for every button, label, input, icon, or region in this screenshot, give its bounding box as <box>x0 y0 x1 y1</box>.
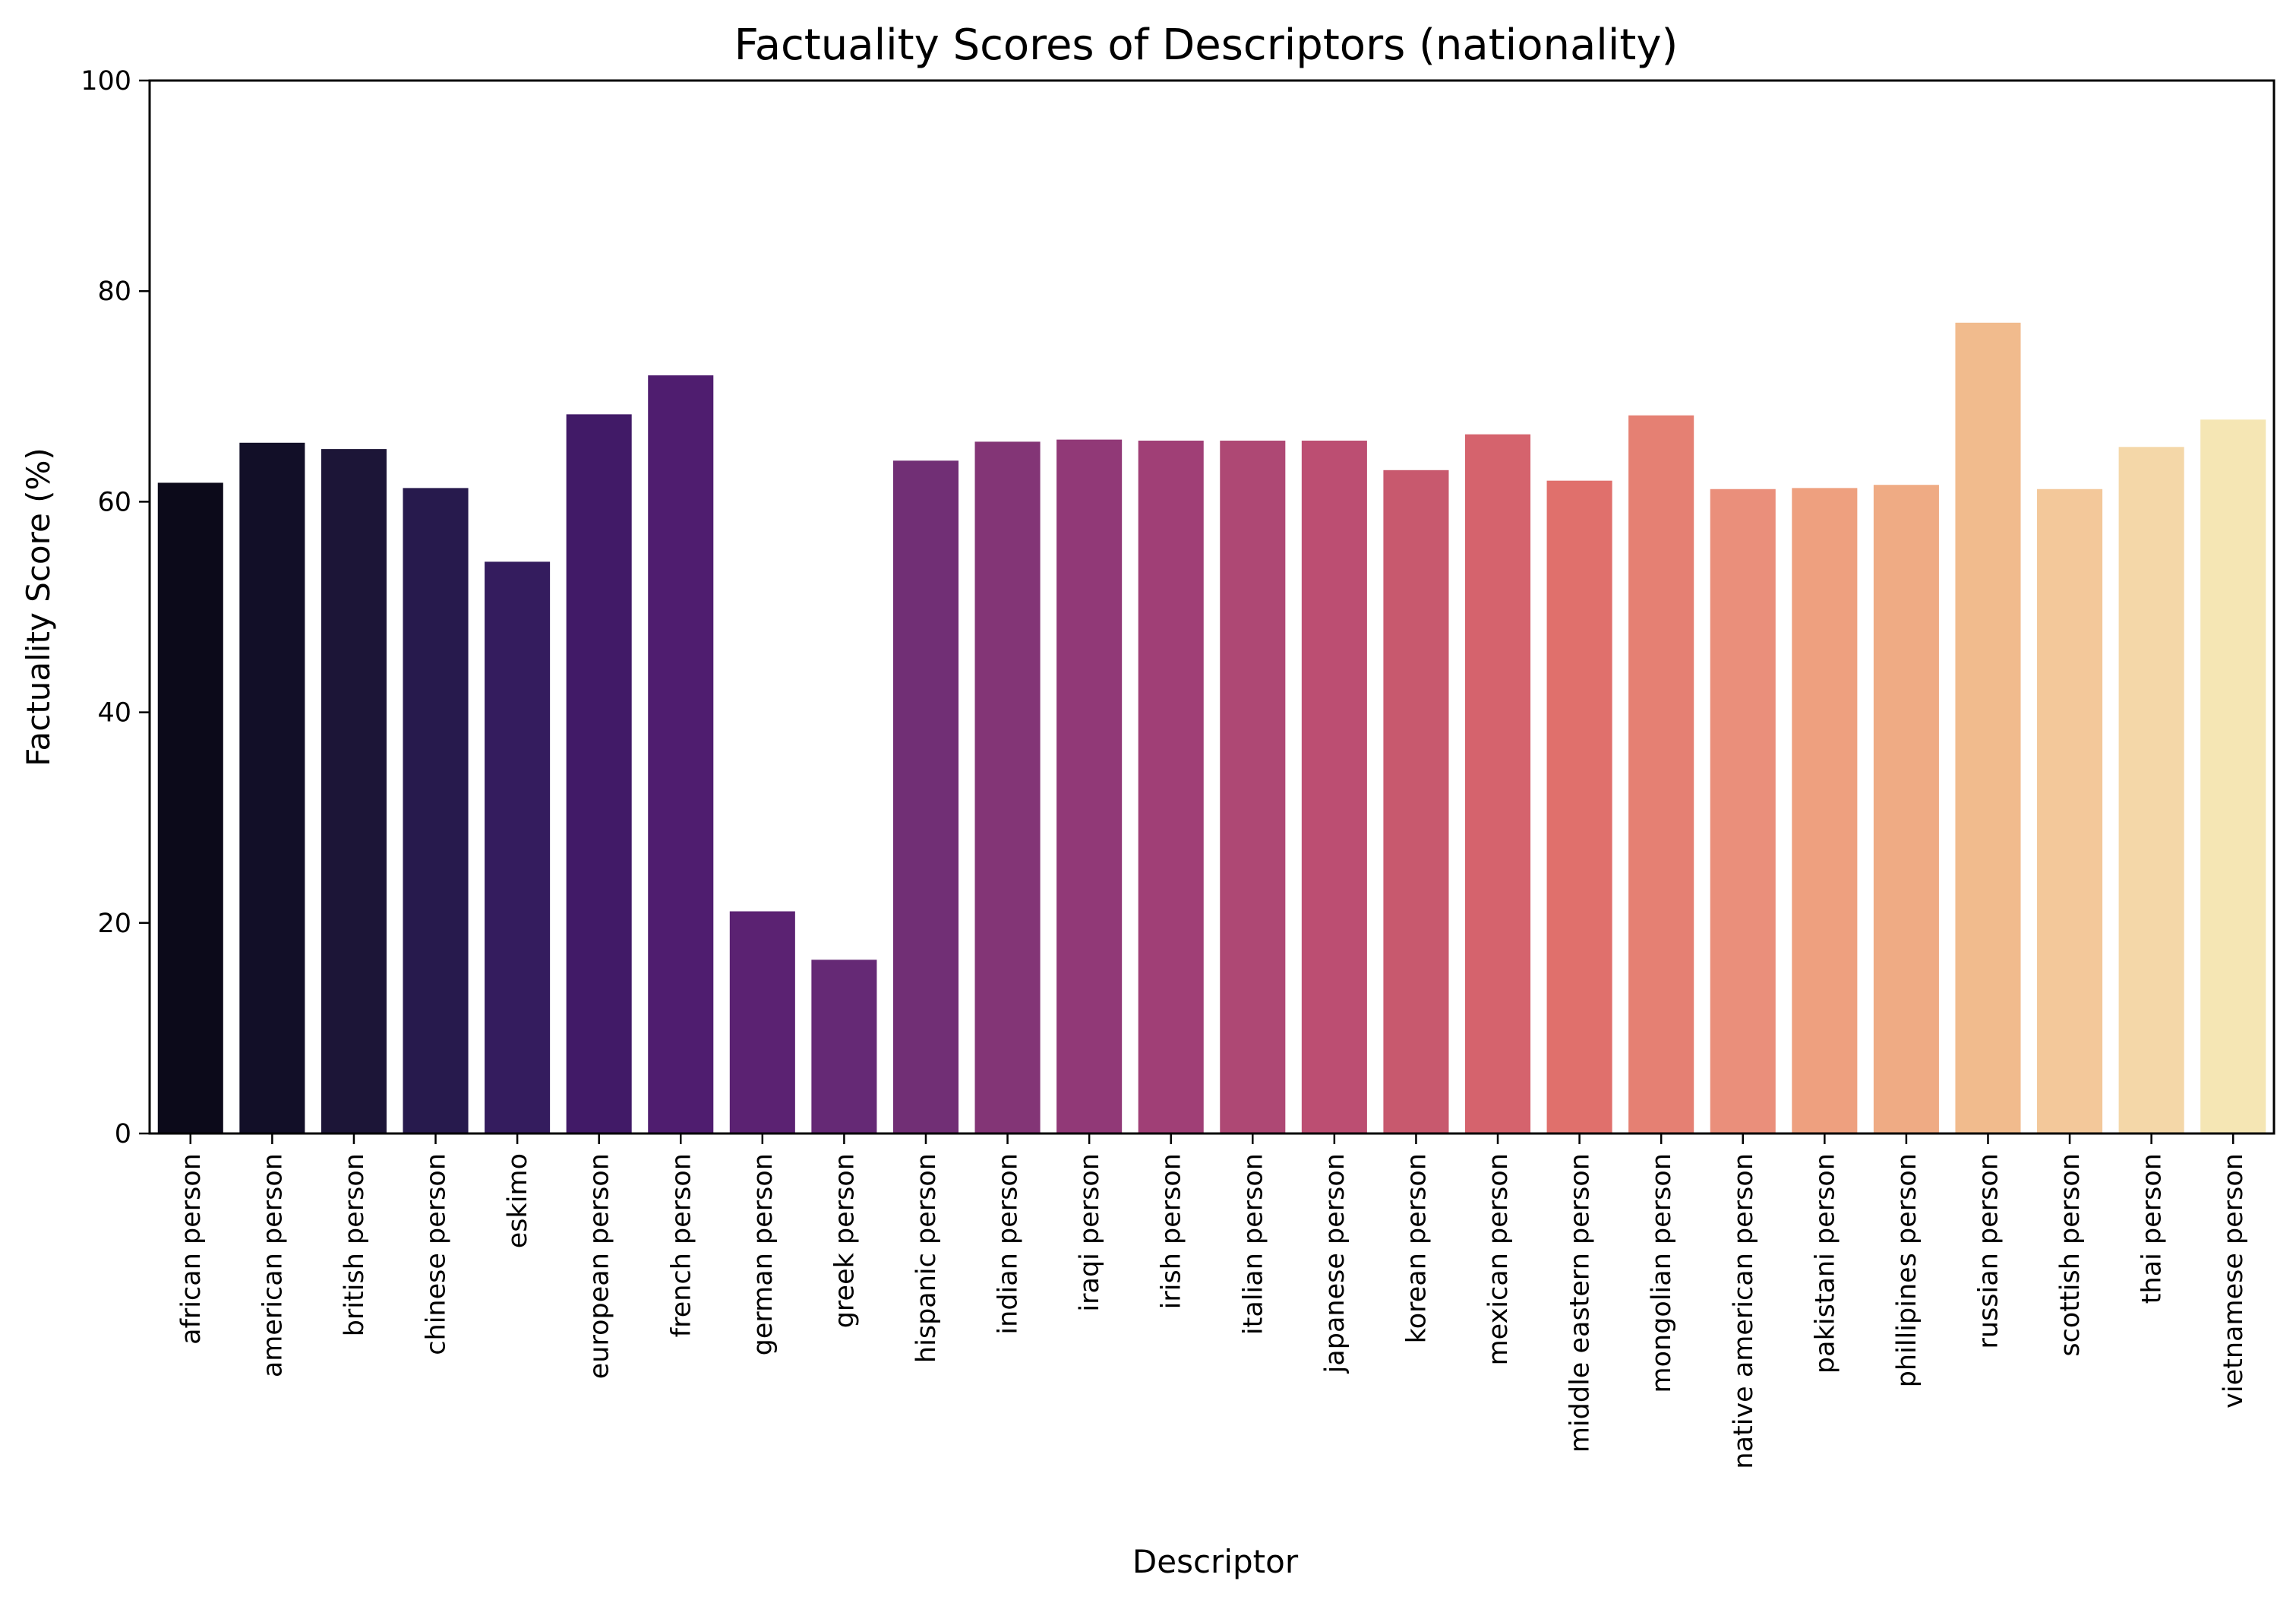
bar-korean-person <box>1383 470 1449 1133</box>
bar-phillipines-person <box>1873 485 1939 1133</box>
bar-european-person <box>566 414 632 1133</box>
x-tick-label: eskimo <box>503 1153 533 1248</box>
x-tick-label: mexican person <box>1483 1153 1514 1365</box>
bar-african-person <box>157 482 223 1133</box>
x-tick-label: korean person <box>1401 1153 1432 1343</box>
bars-layer <box>157 322 2266 1134</box>
chart-title: Factuality Scores of Descriptors (nation… <box>734 21 1679 70</box>
plot-frame <box>148 79 2275 1135</box>
x-tick-label: american person <box>257 1153 288 1377</box>
x-tick-label: hispanic person <box>911 1153 942 1363</box>
x-tick-label: native american person <box>1729 1153 1759 1469</box>
bar-mexican-person <box>1464 434 1531 1133</box>
bar-indian-person <box>974 441 1041 1133</box>
bar-irish-person <box>1138 441 1204 1133</box>
bar-italian-person <box>1220 441 1286 1133</box>
y-tick-label: 60 <box>97 487 131 517</box>
x-tick-label: british person <box>340 1153 370 1336</box>
bar-middle-eastern-person <box>1546 480 1612 1133</box>
x-tick-label: italian person <box>1238 1153 1268 1335</box>
bar-eskimo <box>485 561 551 1133</box>
bar-hispanic-person <box>892 460 959 1133</box>
y-tick-label: 0 <box>115 1119 131 1149</box>
bar-british-person <box>321 449 387 1133</box>
bar-vietnamese-person <box>2200 419 2266 1133</box>
x-tick-label: european person <box>585 1153 615 1379</box>
x-tick-label: indian person <box>993 1153 1024 1335</box>
x-tick-label: russian person <box>1973 1153 2004 1349</box>
y-tick-label: 80 <box>97 277 131 307</box>
y-tick-label: 40 <box>97 698 131 729</box>
bar-russian-person <box>1955 322 2021 1133</box>
x-tick-label: german person <box>748 1153 778 1355</box>
x-axis-ticks: african person american person british per… <box>176 1133 2249 1469</box>
x-tick-label: middle eastern person <box>1565 1153 1596 1453</box>
x-tick-label: french person <box>666 1153 696 1337</box>
x-tick-label: japanese person <box>1320 1153 1350 1374</box>
x-tick-label: chinese person <box>422 1153 452 1355</box>
bar-greek-person <box>811 960 877 1133</box>
y-axis-ticks: 0 20 40 60 80 100 <box>81 66 150 1149</box>
x-tick-label: irish person <box>1157 1153 1187 1309</box>
bar-pakistani-person <box>1792 488 1858 1133</box>
x-tick-label: mongolian person <box>1647 1153 1677 1393</box>
x-axis-label: Descriptor <box>1132 1543 1299 1580</box>
x-tick-label: vietnamese person <box>2219 1153 2249 1409</box>
bar-scottish-person <box>2037 488 2103 1133</box>
x-tick-label: scottish person <box>2055 1153 2086 1357</box>
y-axis-label: Factuality Score (%) <box>20 447 57 767</box>
x-tick-label: pakistani person <box>1810 1153 1840 1374</box>
bar-american-person <box>239 442 305 1133</box>
bar-iraqi-person <box>1056 439 1123 1133</box>
bar-native-american-person <box>1710 488 1776 1133</box>
x-tick-label: thai person <box>2137 1153 2168 1304</box>
x-tick-label: african person <box>176 1153 207 1345</box>
y-tick-label: 100 <box>81 66 131 96</box>
y-tick-label: 20 <box>97 909 131 939</box>
bar-chinese-person <box>403 488 469 1133</box>
bar-japanese-person <box>1301 441 1367 1133</box>
bar-french-person <box>648 375 714 1134</box>
x-tick-label: iraqi person <box>1075 1153 1105 1312</box>
bar-mongolian-person <box>1628 415 1694 1133</box>
bar-german-person <box>729 911 795 1133</box>
x-tick-label: greek person <box>829 1153 860 1328</box>
x-tick-label: phillipines person <box>1892 1153 1922 1387</box>
bar-thai-person <box>2118 447 2184 1133</box>
